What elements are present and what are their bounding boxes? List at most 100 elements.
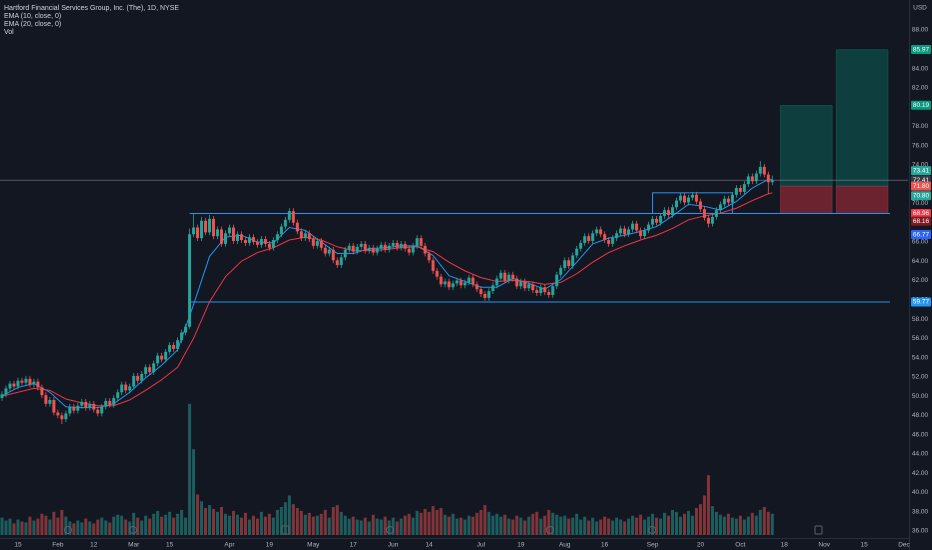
candle-body	[243, 240, 247, 243]
candle-body	[20, 380, 24, 383]
candle-body	[766, 174, 770, 183]
volume-bar	[475, 512, 479, 535]
candle-body	[750, 176, 754, 182]
candle-body	[96, 409, 100, 414]
volume-bar	[76, 520, 80, 535]
y-tick-label: 76.00	[912, 142, 929, 149]
volume-bar	[239, 517, 243, 535]
volume-bar	[483, 505, 487, 535]
volume-bar	[383, 516, 387, 535]
candle-body	[639, 230, 643, 237]
price-tag-label: 73.41	[913, 167, 930, 174]
candle-body	[247, 237, 251, 243]
candle-body	[60, 415, 64, 420]
volume-bar	[271, 517, 275, 535]
volume-bar	[690, 515, 694, 535]
volume-bar	[36, 518, 40, 535]
candle-body	[491, 285, 495, 292]
price-tag-label: 59.77	[913, 299, 930, 306]
candle-body	[32, 381, 36, 385]
volume-bar	[180, 509, 184, 535]
candle-body	[28, 378, 32, 385]
candle-body	[387, 245, 391, 250]
volume-bar	[323, 509, 327, 535]
x-tick-label: May	[307, 542, 320, 549]
volume-bar	[503, 514, 507, 535]
volume-bar	[335, 505, 339, 535]
volume-bar	[299, 510, 303, 535]
position-target-zone	[780, 104, 833, 187]
earnings-icon[interactable]	[281, 525, 290, 535]
candle-body	[675, 200, 679, 208]
x-tick-label: Jul	[477, 542, 486, 549]
y-tick-label: 48.00	[912, 412, 929, 419]
candle-body	[136, 375, 140, 381]
volume-bar	[543, 515, 547, 535]
volume-bar	[575, 513, 579, 535]
candle-body	[587, 236, 591, 241]
earnings-icon[interactable]	[814, 525, 823, 535]
volume-bar	[443, 514, 447, 535]
candle-body	[746, 176, 750, 185]
dividend-icon[interactable]	[546, 526, 554, 534]
volume-bar	[491, 515, 495, 535]
volume-bar	[355, 519, 359, 535]
price-tag	[911, 297, 931, 307]
candle-body	[48, 399, 52, 404]
volume-bar	[287, 495, 291, 535]
candle-body	[431, 260, 435, 271]
volume-bar	[671, 509, 675, 535]
volume-bar	[359, 520, 363, 535]
dividend-icon[interactable]	[648, 526, 656, 534]
volume-bar	[327, 517, 331, 535]
volume-bar	[140, 520, 144, 535]
candle-body	[754, 173, 758, 182]
y-tick-label: 46.00	[912, 431, 929, 438]
volume-bar	[571, 517, 575, 535]
dividend-icon[interactable]	[64, 526, 72, 534]
candle-body	[403, 243, 407, 249]
volume-bar	[631, 515, 635, 535]
dividend-icon[interactable]	[386, 526, 394, 534]
volume-bar	[762, 507, 766, 535]
price-tag	[911, 191, 931, 201]
candle-body	[567, 260, 571, 267]
dividend-icon[interactable]	[129, 526, 137, 534]
candle-body	[124, 384, 128, 391]
candle-body	[615, 233, 619, 239]
volume-bar	[120, 515, 124, 535]
volume-bar	[303, 514, 307, 535]
volume-bar	[555, 514, 559, 535]
volume-bar	[172, 517, 176, 535]
candle-body	[148, 367, 152, 373]
volume-bar	[439, 508, 443, 535]
candle-body	[271, 240, 275, 248]
candle-body	[631, 223, 635, 230]
volume-bar	[96, 519, 100, 535]
price-tag	[911, 166, 931, 176]
volume-bar	[291, 504, 295, 535]
candle-body	[451, 283, 455, 288]
price-tag-label: 68.96	[913, 210, 930, 217]
x-tick-label: Mar	[128, 542, 140, 549]
volume-bar	[132, 512, 136, 535]
candle-body	[92, 403, 96, 410]
candle-body	[758, 166, 762, 174]
volume-bar	[595, 521, 599, 535]
volume-bar	[539, 518, 543, 535]
volume-bar	[20, 521, 24, 535]
volume-bar	[64, 516, 68, 535]
candle-body	[156, 355, 160, 364]
candle-body	[259, 239, 263, 245]
candle-body	[4, 388, 8, 395]
volume-bar	[559, 516, 563, 535]
volume-bar	[283, 502, 287, 535]
volume-bar	[635, 517, 639, 535]
candle-body	[459, 280, 463, 286]
candle-body	[363, 243, 367, 251]
candle-body	[439, 276, 443, 285]
candle-body	[251, 237, 255, 242]
candle-body	[64, 413, 68, 420]
y-tick-label: 42.00	[912, 470, 929, 477]
volume-bar	[459, 517, 463, 535]
